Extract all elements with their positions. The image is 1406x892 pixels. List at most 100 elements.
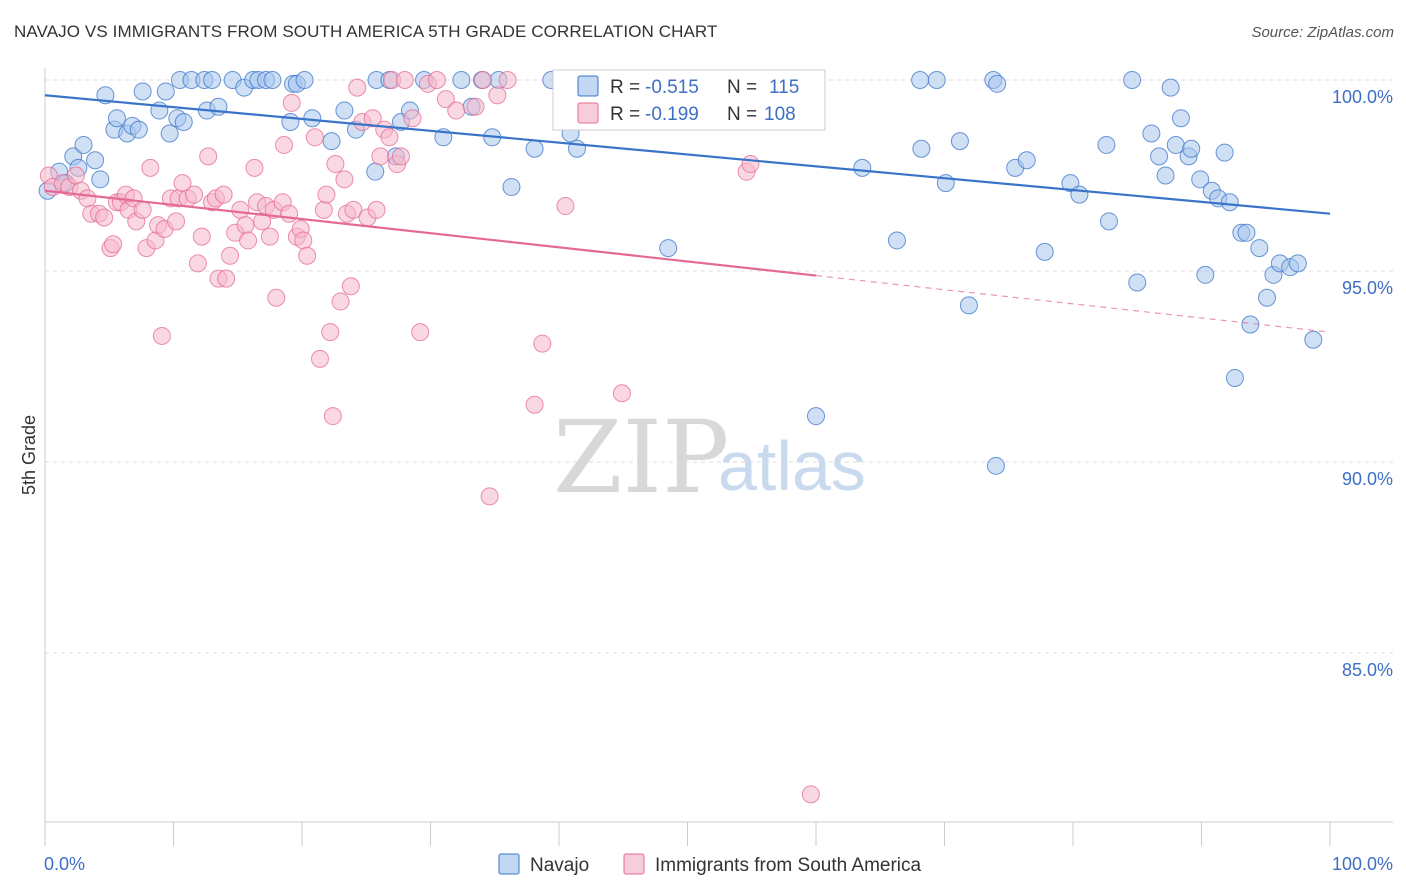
- tick-labels: 100.0% 95.0% 90.0% 85.0% 0.0% 100.0%: [44, 87, 1393, 874]
- y-tick-label: 90.0%: [1342, 469, 1393, 489]
- navajo-point: [366, 162, 385, 181]
- navajo-point: [1182, 139, 1201, 158]
- navajo-point: [322, 132, 341, 151]
- immigrants-point: [199, 147, 218, 166]
- immigrants-point: [380, 128, 399, 147]
- immigrants-point: [480, 487, 499, 506]
- navajo-point: [853, 158, 872, 177]
- navajo-point: [1161, 78, 1180, 97]
- x-tick-label: 100.0%: [1332, 854, 1393, 874]
- navajo-point: [1035, 242, 1054, 261]
- legend-n-value-navajo: 115: [769, 77, 799, 98]
- immigrants-point: [367, 200, 386, 219]
- navajo-point: [1304, 330, 1323, 349]
- navajo-point: [281, 113, 300, 132]
- y-axis-title: 5th Grade: [19, 415, 39, 495]
- bottom-legend-swatch-navajo: [498, 853, 520, 875]
- legend-n-label-immigrants: N =: [727, 104, 757, 125]
- immigrants-point: [310, 349, 329, 368]
- navajo-point: [1171, 109, 1190, 128]
- navajo-point: [1225, 368, 1244, 387]
- immigrants-point: [344, 200, 363, 219]
- navajo-point: [1250, 239, 1269, 258]
- immigrants-point: [525, 395, 544, 414]
- immigrants-point: [403, 109, 422, 128]
- immigrants-point: [267, 288, 286, 307]
- immigrants-point: [236, 216, 255, 235]
- navajo-point: [1150, 147, 1169, 166]
- immigrants-point: [466, 97, 485, 116]
- navajo-point: [1123, 71, 1142, 89]
- legend-n-label-navajo: N =: [727, 77, 757, 98]
- navajo-point: [1099, 212, 1118, 231]
- immigrants-point: [239, 231, 258, 250]
- immigrants-point: [167, 212, 186, 231]
- immigrants-point: [323, 407, 342, 426]
- immigrants-point: [214, 185, 233, 204]
- navajo-point: [1196, 265, 1215, 284]
- immigrants-point: [326, 155, 345, 174]
- navajo-point: [659, 239, 678, 258]
- navajo-point: [86, 151, 105, 170]
- correlation-legend: R = -0.515 N = 115 R = -0.199 N = 108: [552, 69, 826, 131]
- immigrants-point: [152, 326, 171, 345]
- navajo-point: [91, 170, 110, 189]
- navajo-point: [452, 71, 471, 89]
- navajo-point: [911, 71, 930, 89]
- navajo-point: [887, 231, 906, 250]
- navajo-point: [959, 296, 978, 315]
- bottom-legend-label-immigrants: Immigrants from South America: [655, 855, 922, 876]
- page-title: NAVAJO VS IMMIGRANTS FROM SOUTH AMERICA …: [14, 22, 718, 41]
- watermark-zip-text: ZIP: [553, 399, 729, 516]
- immigrants-point: [331, 292, 350, 311]
- source-credit: Source: ZipAtlas.com: [1251, 24, 1394, 41]
- immigrants-point: [341, 277, 360, 296]
- immigrants-point: [305, 128, 324, 147]
- navajo-point: [156, 82, 175, 101]
- immigrants-point: [317, 185, 336, 204]
- immigrants-point: [533, 334, 552, 353]
- immigrants-point: [395, 71, 414, 89]
- immigrants-point: [371, 147, 390, 166]
- legend-r-value-immigrants: -0.199: [645, 104, 699, 125]
- navajo-trend-line: [44, 94, 1331, 215]
- immigrants-point: [436, 90, 455, 109]
- legend-r-label-navajo: R =: [610, 77, 640, 98]
- navajo-point: [807, 407, 825, 426]
- legend-r-label-immigrants: R =: [610, 104, 640, 125]
- navajo-point: [1017, 151, 1036, 170]
- immigrants-point: [185, 185, 204, 204]
- navajo-point: [133, 82, 152, 101]
- navajo-point: [1288, 254, 1307, 273]
- navajo-point: [74, 135, 93, 154]
- navajo-point: [1070, 185, 1089, 204]
- navajo-point: [1128, 273, 1147, 292]
- immigrants-point: [192, 227, 211, 246]
- immigrants-point: [612, 384, 631, 403]
- y-tick-label: 95.0%: [1342, 278, 1393, 298]
- navajo-point: [988, 74, 1007, 93]
- immigrants-point: [188, 254, 207, 273]
- y-tick-label: 85.0%: [1342, 660, 1393, 680]
- immigrants-point: [95, 208, 114, 227]
- immigrants-point: [488, 86, 507, 105]
- navajo-point: [927, 71, 946, 89]
- immigrants-point: [363, 109, 382, 128]
- bottom-legend-swatch-immigrants: [623, 853, 645, 875]
- navajo-point: [1097, 135, 1116, 154]
- legend-swatch-immigrants: [577, 102, 599, 124]
- immigrants-point: [217, 269, 236, 288]
- legend-n-value-immigrants: 108: [764, 104, 796, 125]
- immigrants-point: [245, 158, 264, 177]
- immigrants-point: [447, 101, 466, 120]
- navajo-point: [502, 177, 521, 196]
- navajo-point: [525, 139, 544, 158]
- x-tick-label: 0.0%: [44, 854, 85, 874]
- immigrants-point: [427, 71, 446, 89]
- series-legend: Navajo Immigrants from South America: [498, 853, 922, 876]
- navajo-point: [174, 113, 193, 132]
- immigrants-point: [231, 200, 250, 219]
- watermark: ZIP atlas: [553, 399, 866, 516]
- immigrants-trend-line-extension: [815, 274, 1331, 333]
